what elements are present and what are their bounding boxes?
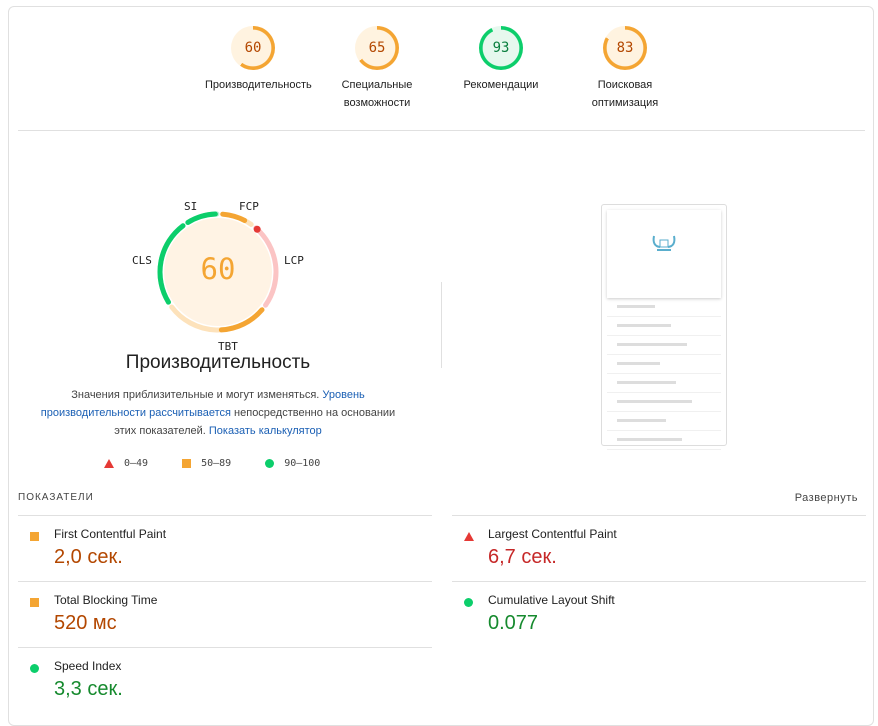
metric-first-contentful-paint: First Contentful Paint 2,0 сек. [18,515,432,581]
metric-name: Total Blocking Time [54,593,158,607]
circle-icon [464,598,473,607]
category-2[interactable]: 93 Рекомендации [453,26,549,112]
square-icon [30,532,39,541]
circle-icon [30,664,39,673]
legend-average-label: 50–89 [201,458,232,469]
metric-name: Cumulative Layout Shift [488,593,615,607]
category-label: Поисковая оптимизация [591,79,659,109]
metric-total-blocking-time: Total Blocking Time 520 мс [18,581,432,647]
thumbnail-row [607,412,721,431]
legend-pass: 90–100 [265,458,320,469]
thumbnail-row [607,298,721,317]
gauge-label-fcp: FCP [239,200,259,213]
gauge-segment-si [185,211,218,225]
gauge-label-tbt: TBT [218,340,238,353]
metric-name: Largest Contentful Paint [488,527,617,541]
desc-text: Значения приблизительные и могут изменят… [71,389,323,401]
divider [18,130,865,131]
square-icon [182,459,192,468]
site-logo-icon [652,235,676,251]
legend-pass-label: 90–100 [284,458,321,469]
metric-largest-contentful-paint: Largest Contentful Paint 6,7 сек. [452,515,866,581]
gauge-background [164,218,272,326]
category-label: Рекомендации [463,79,539,91]
thumbnail-row [607,355,721,374]
performance-gauge: SI FCP LCP TBT CLS 60 [120,190,320,360]
metric-value: 6,7 сек. [488,546,557,568]
score-value: 65 [368,40,386,56]
desc-text-2: непосредственно на основании этих показа… [114,407,396,437]
metric-value: 2,0 сек. [54,546,123,568]
gauge-svg [157,211,279,333]
gauge-score: 60 [200,252,236,286]
score-gauge: 60 [231,26,275,70]
expand-button[interactable]: Развернуть [794,492,858,504]
gauge-segment-fcp [220,211,248,223]
metric-value: 3,3 сек. [54,678,123,700]
legend-fail: 0–49 [104,458,148,469]
score-gauge: 83 [603,26,647,70]
thumbnail-row [607,317,721,336]
triangle-icon [104,459,114,468]
thumbnail-header [607,210,721,298]
score-legend: 0–49 50–89 90–100 [104,458,320,469]
category-3[interactable]: 83 Поисковая оптимизация [577,26,673,112]
metric-speed-index: Speed Index 3,3 сек. [18,647,432,713]
category-scores: 60 Производительность 65 Специальные возмож… [0,26,878,112]
gauge-segment-lcp [253,225,261,233]
page-screenshot-thumbnail[interactable] [601,204,727,450]
gauge-segment-lcp-track [253,225,279,308]
metric-value: 520 мс [54,612,117,634]
thumbnail-row [607,431,721,450]
triangle-icon [464,532,474,541]
performance-title: Производительность [125,352,311,373]
gauge-segment-cls [157,223,186,305]
performance-description: Значения приблизительные и могут изменят… [30,386,406,440]
thumbnail-row [607,374,721,393]
calculator-link[interactable]: Показать калькулятор [208,425,322,437]
metric-name: First Contentful Paint [54,527,167,541]
category-label: Специальные возможности [341,79,413,109]
gauge-label-si: SI [184,200,198,213]
category-0[interactable]: 60 Производительность [205,26,312,112]
circle-icon [265,459,275,468]
metric-value: 0.077 [488,612,539,634]
gauge-label-cls: CLS [132,254,152,267]
score-gauge: 65 [355,26,399,70]
legend-average: 50–89 [182,458,231,469]
score-value: 83 [616,40,634,56]
square-icon [30,598,39,607]
vertical-divider [441,282,442,368]
gauge-segment-tbt [218,307,265,333]
metrics-header: ПОКАЗАТЕЛИ [18,492,94,503]
legend-fail-label: 0–49 [124,458,149,469]
score-value: 93 [492,40,510,56]
category-1[interactable]: 65 Специальные возможности [329,26,425,112]
metric-cumulative-layout-shift: Cumulative Layout Shift 0.077 [452,581,866,647]
thumbnail-row [607,336,721,355]
score-calculation-link[interactable]: Уровень производительности рассчитываетс… [40,389,365,419]
category-label: Производительность [205,79,312,91]
gauge-label-lcp: LCP [284,254,304,267]
score-value: 60 [244,40,262,56]
metric-name: Speed Index [54,659,122,673]
thumbnail-row [607,393,721,412]
score-gauge: 93 [479,26,523,70]
